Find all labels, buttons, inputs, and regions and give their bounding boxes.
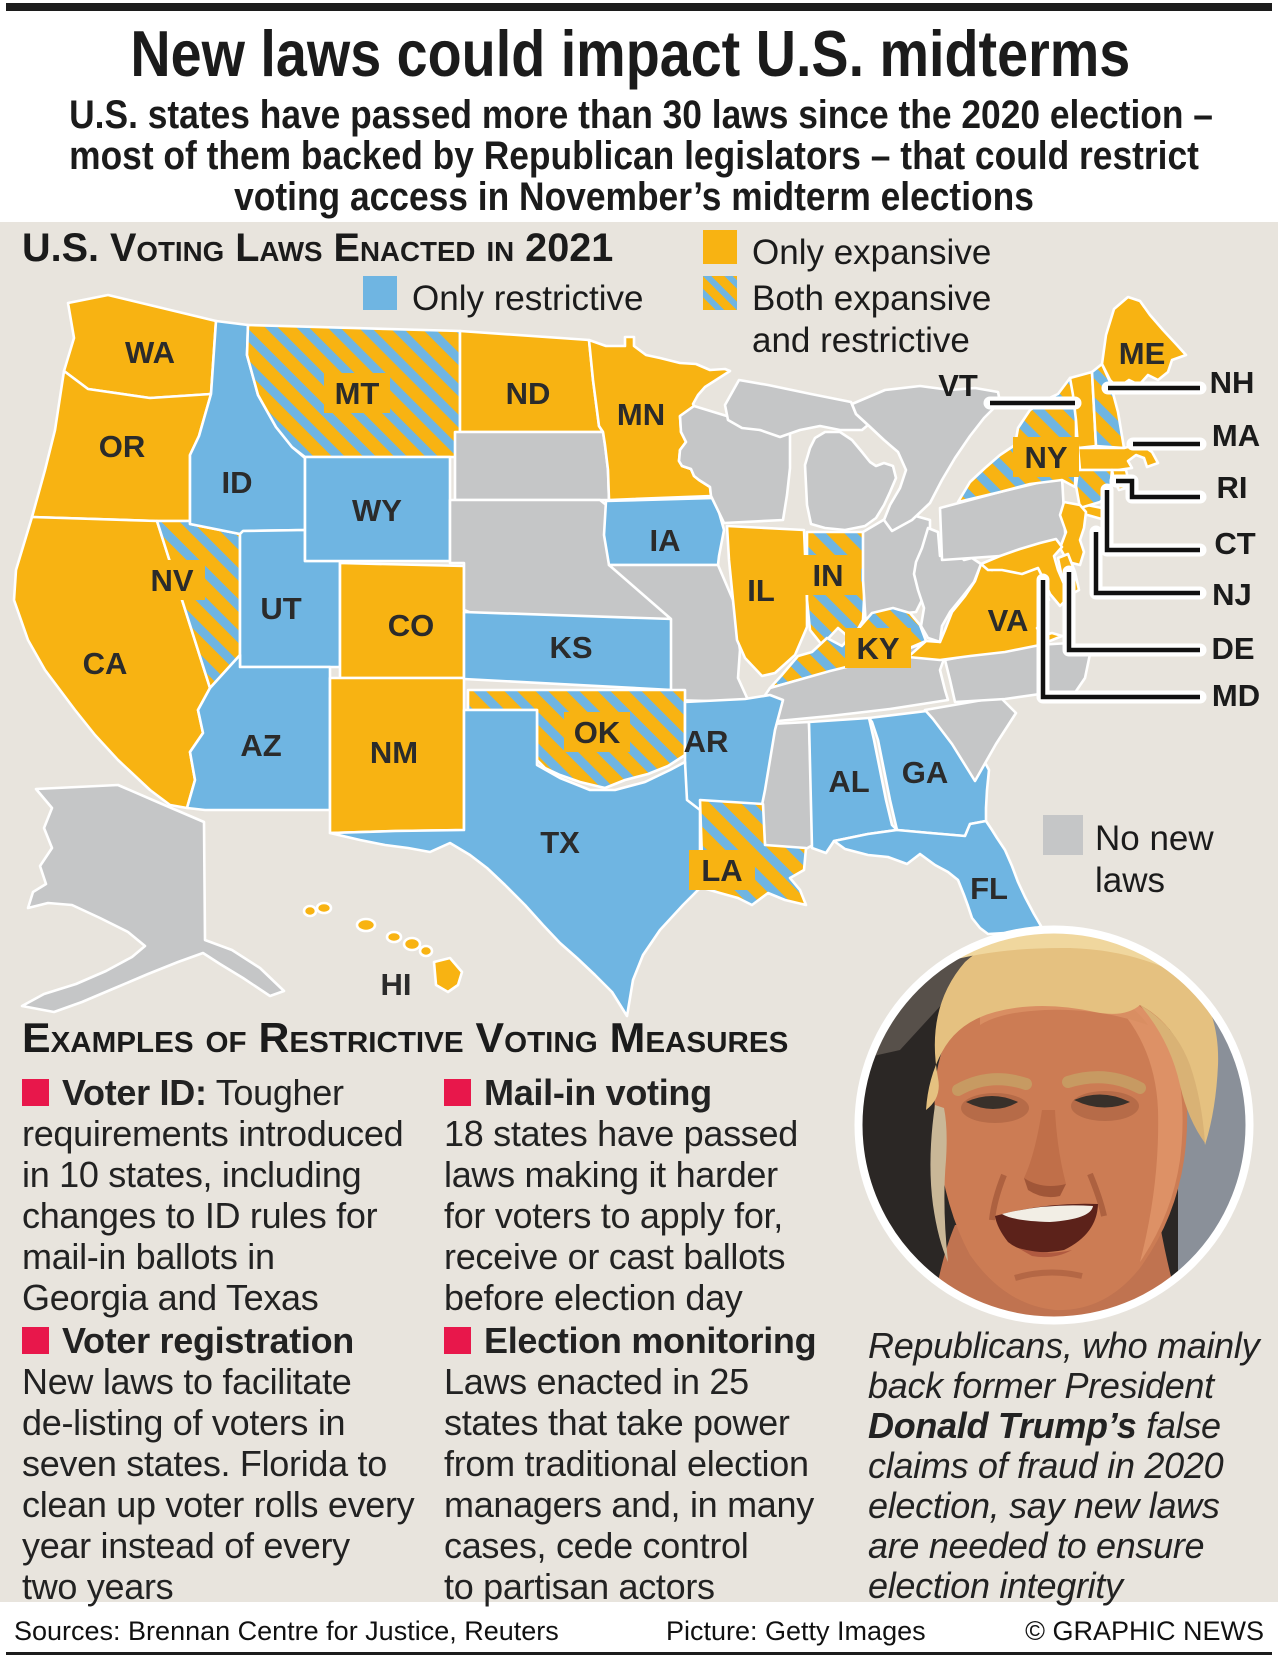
svg-text:OK: OK — [574, 715, 621, 750]
svg-text:ME: ME — [1119, 336, 1166, 371]
svg-text:IL: IL — [747, 573, 775, 608]
svg-text:ID: ID — [222, 465, 253, 500]
svg-text:KY: KY — [856, 631, 899, 666]
svg-text:TX: TX — [540, 825, 580, 860]
svg-text:MD: MD — [1212, 678, 1260, 713]
svg-text:HI: HI — [381, 967, 412, 1002]
svg-text:CA: CA — [83, 646, 128, 681]
svg-text:KS: KS — [549, 630, 592, 665]
svg-text:CT: CT — [1214, 526, 1255, 561]
svg-text:AR: AR — [684, 724, 729, 759]
svg-text:VT: VT — [938, 368, 978, 403]
svg-text:NM: NM — [370, 735, 418, 770]
svg-text:GA: GA — [902, 755, 949, 790]
svg-text:AL: AL — [828, 764, 869, 799]
svg-text:RI: RI — [1217, 470, 1248, 505]
svg-text:UT: UT — [260, 591, 301, 626]
svg-text:NY: NY — [1024, 440, 1067, 475]
svg-text:MT: MT — [335, 376, 380, 411]
svg-text:NV: NV — [150, 563, 193, 598]
svg-text:IN: IN — [813, 558, 844, 593]
svg-text:IA: IA — [650, 523, 681, 558]
svg-text:WY: WY — [352, 493, 402, 528]
svg-text:CO: CO — [388, 608, 435, 643]
svg-text:AZ: AZ — [240, 728, 281, 763]
svg-text:WA: WA — [125, 335, 175, 370]
svg-text:OR: OR — [99, 429, 146, 464]
svg-text:ND: ND — [506, 376, 551, 411]
svg-text:FL: FL — [970, 871, 1008, 906]
svg-text:VA: VA — [988, 603, 1029, 638]
svg-text:MN: MN — [617, 397, 665, 432]
svg-text:MA: MA — [1212, 418, 1260, 453]
svg-text:LA: LA — [701, 853, 742, 888]
svg-text:NJ: NJ — [1212, 577, 1252, 612]
svg-text:NH: NH — [1210, 365, 1255, 400]
svg-text:DE: DE — [1211, 631, 1254, 666]
